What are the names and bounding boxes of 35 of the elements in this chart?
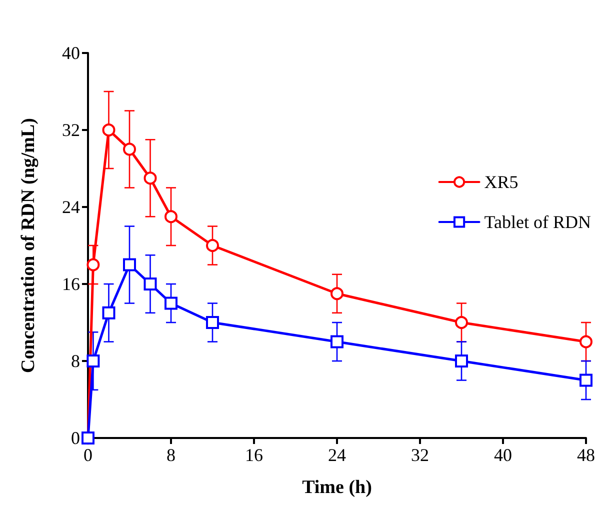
x-axis-title: Time (h)	[302, 477, 372, 498]
point	[206, 316, 219, 329]
y-tick-label: 24	[62, 197, 80, 217]
point	[580, 335, 592, 348]
legend-label: Tablet of RDN	[484, 212, 591, 232]
x-tick-label: 24	[328, 445, 346, 465]
point	[164, 296, 178, 310]
point	[123, 258, 136, 272]
point	[102, 124, 116, 136]
point	[144, 172, 157, 185]
y-tick-label: 16	[62, 274, 80, 294]
x-tick-label: 48	[577, 445, 595, 465]
point	[206, 239, 219, 252]
legend-label: XR5	[484, 172, 518, 192]
y-tick-label: 8	[71, 351, 80, 371]
point	[123, 142, 136, 156]
point	[102, 306, 116, 320]
y-tick-label: 32	[62, 120, 80, 140]
x-tick-label: 16	[245, 445, 263, 465]
y-tick-label: 0	[71, 428, 80, 448]
point	[144, 278, 157, 290]
point	[455, 354, 468, 368]
x-tick-label: 0	[84, 445, 92, 465]
point	[164, 210, 178, 224]
y-axis-title: Concentration of RDN (ng/mL)	[18, 118, 39, 373]
point	[86, 354, 100, 368]
point	[86, 258, 100, 272]
point	[580, 374, 592, 387]
point	[330, 335, 344, 348]
point	[455, 316, 468, 329]
x-tick-label: 40	[494, 445, 512, 465]
point	[330, 287, 344, 300]
x-tick-label: 8	[166, 445, 176, 465]
x-tick-label: 32	[411, 445, 429, 465]
y-tick-label: 40	[62, 43, 80, 63]
